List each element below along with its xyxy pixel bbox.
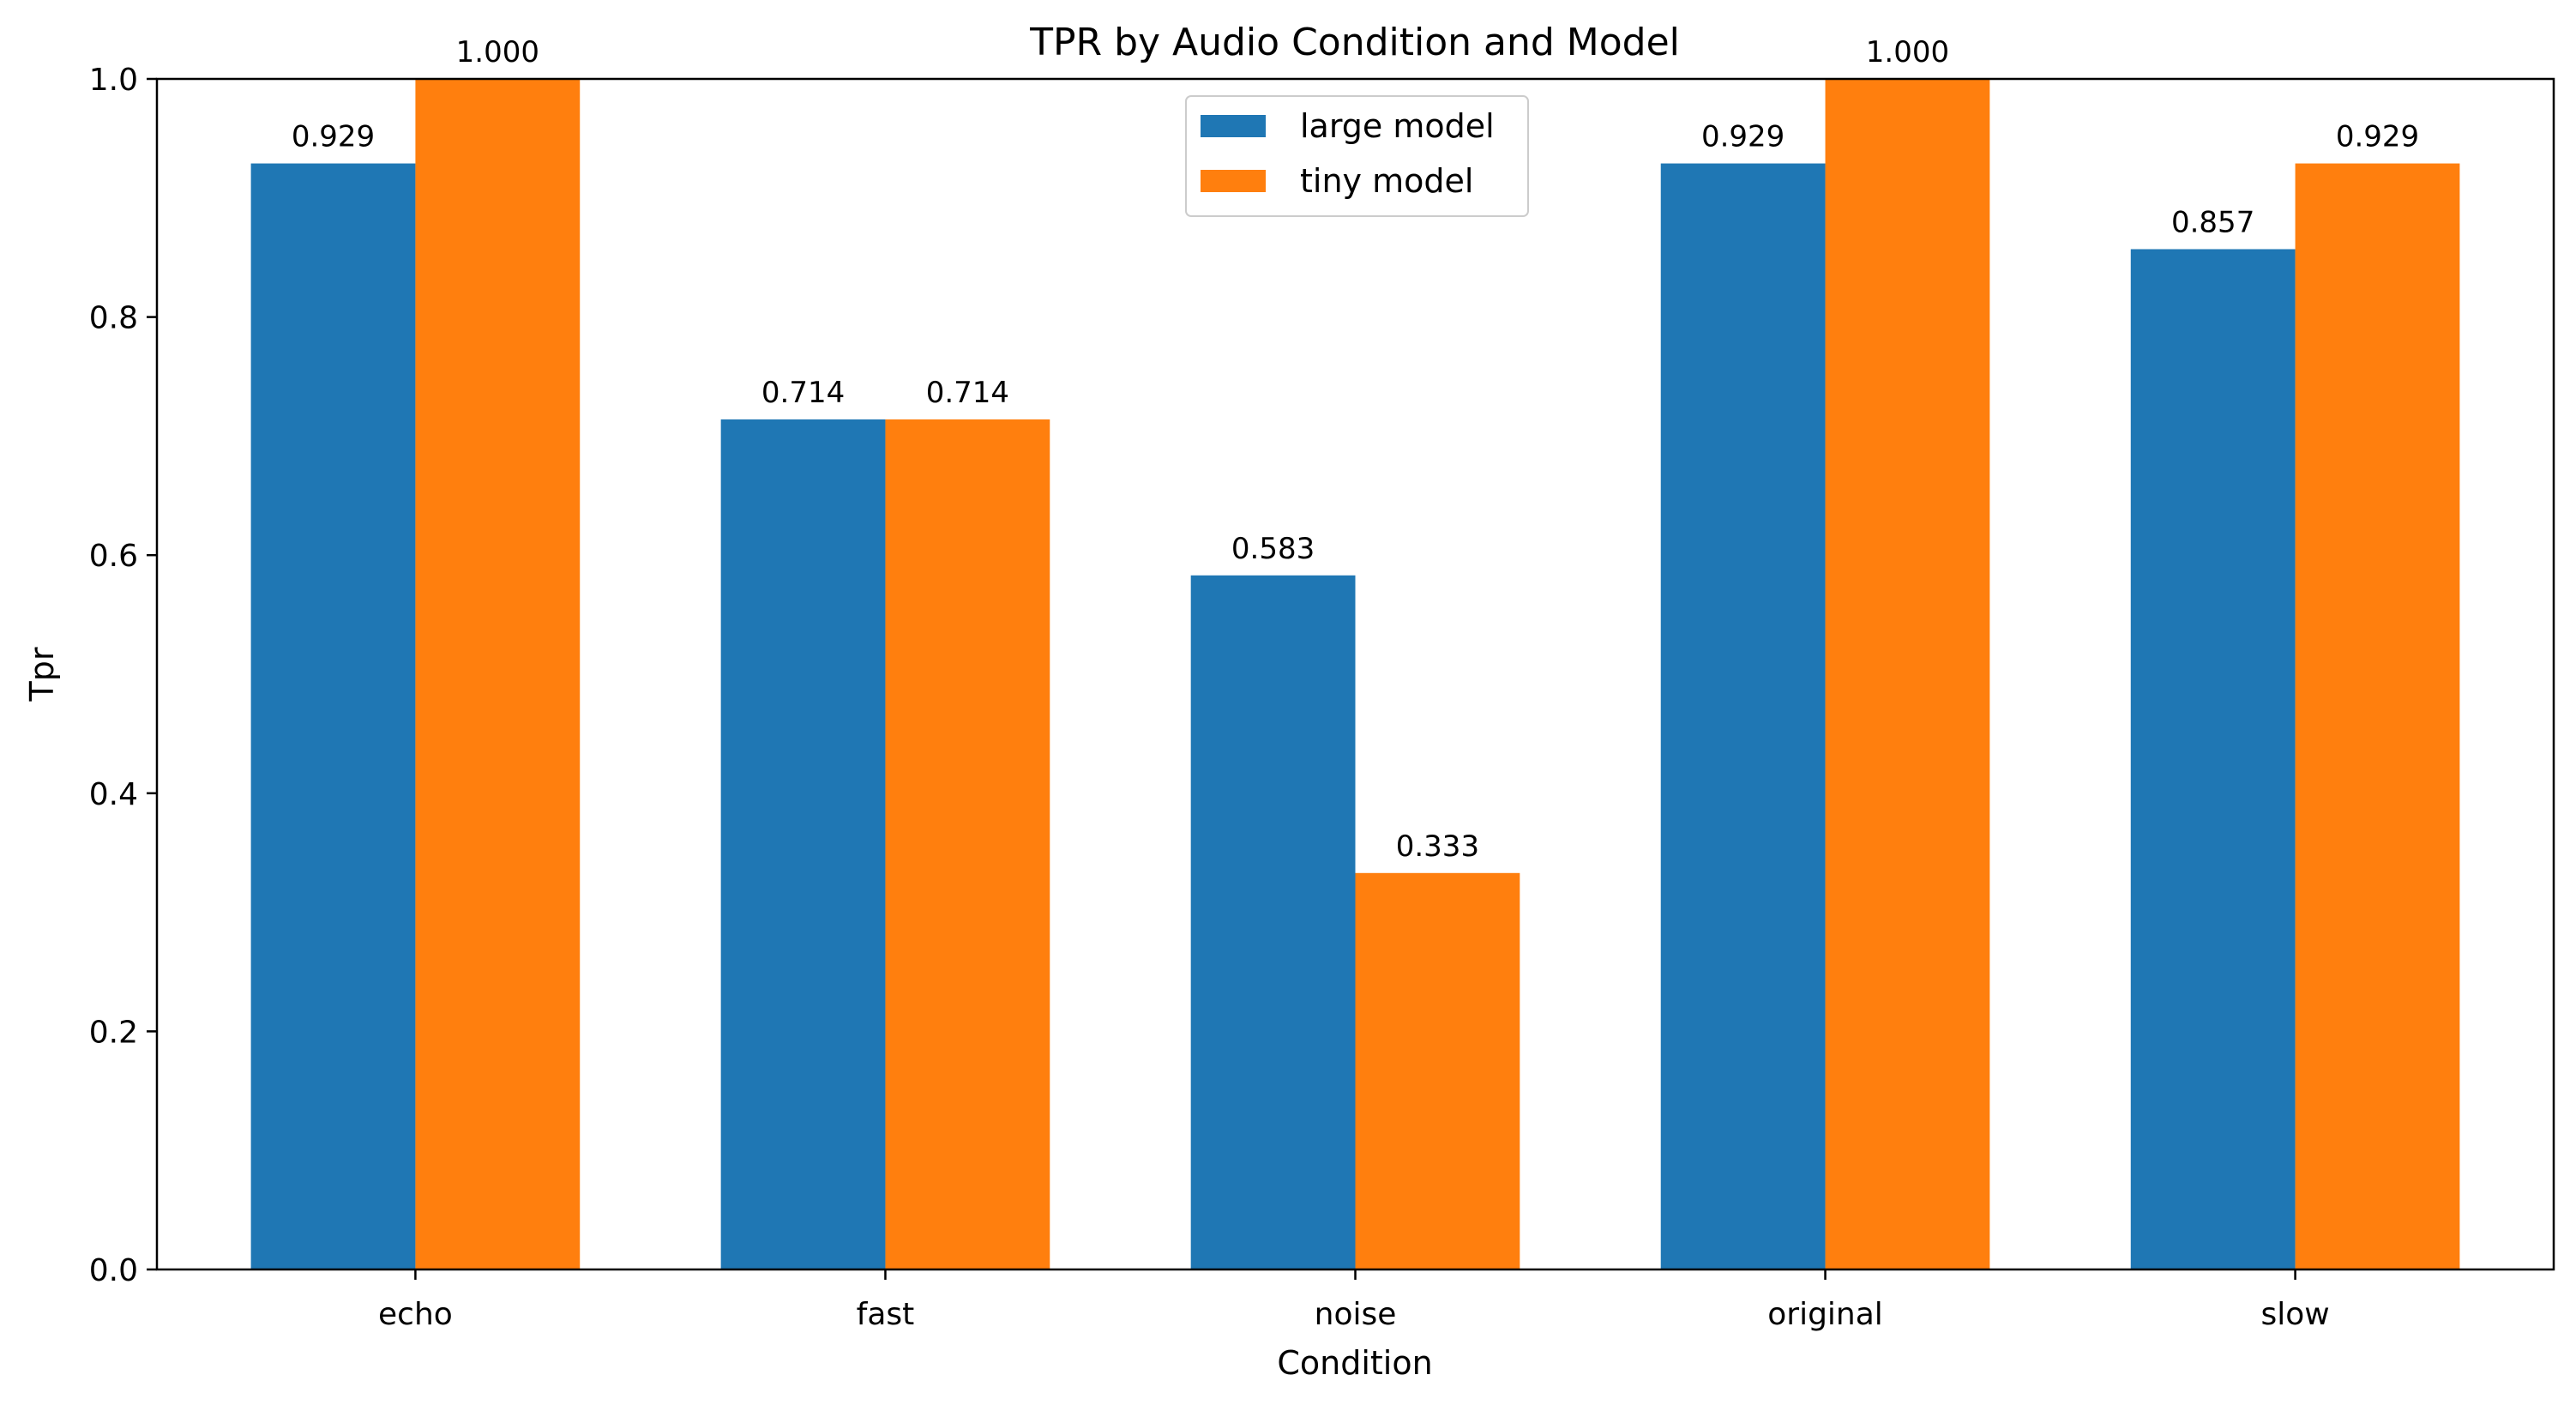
bar-tiny-model-noise bbox=[1355, 872, 1520, 1269]
bar-value-label-tiny-model-slow: 0.929 bbox=[2336, 120, 2419, 154]
x-tick-label-slow: slow bbox=[2260, 1297, 2329, 1332]
legend-label-large-model: large model bbox=[1300, 107, 1495, 145]
chart-title: TPR by Audio Condition and Model bbox=[1029, 21, 1680, 64]
bar-value-label-tiny-model-echo: 1.000 bbox=[456, 35, 539, 69]
y-tick-label: 1.0 bbox=[89, 63, 138, 98]
x-tick-label-fast: fast bbox=[857, 1297, 915, 1332]
bar-value-label-large-model-noise: 0.583 bbox=[1231, 532, 1315, 566]
bar-value-label-large-model-original: 0.929 bbox=[1701, 120, 1785, 154]
legend-box bbox=[1185, 95, 1529, 217]
y-tick-label: 0.6 bbox=[89, 539, 138, 574]
bar-large-model-slow bbox=[2130, 249, 2296, 1269]
legend-label-tiny-model: tiny model bbox=[1300, 162, 1473, 200]
x-tick-label-original: original bbox=[1767, 1297, 1883, 1332]
legend-swatch-large-model bbox=[1201, 115, 1266, 137]
y-axis-ticks: 0.0 0.2 0.4 0.6 0.8 1.0 bbox=[89, 63, 157, 1288]
bar-value-label-tiny-model-fast: 0.714 bbox=[926, 376, 1009, 410]
x-axis-label: Condition bbox=[1277, 1344, 1432, 1382]
y-tick-label: 0.8 bbox=[89, 301, 138, 336]
x-tick-label-noise: noise bbox=[1315, 1297, 1397, 1332]
bar-tiny-model-slow bbox=[2295, 163, 2460, 1270]
y-tick-label: 0.2 bbox=[89, 1015, 138, 1050]
bar-tiny-model-original bbox=[1825, 79, 1990, 1269]
legend: large model tiny model bbox=[1185, 95, 1529, 217]
bar-large-model-echo bbox=[250, 163, 416, 1270]
x-axis-ticks: echo fast noise original slow bbox=[378, 1269, 2330, 1332]
x-tick-label-echo: echo bbox=[378, 1297, 453, 1332]
y-tick-label: 0.4 bbox=[89, 777, 138, 812]
bar-value-label-tiny-model-noise: 0.333 bbox=[1396, 829, 1479, 864]
bar-large-model-original bbox=[1660, 163, 1826, 1270]
bar-value-label-tiny-model-original: 1.000 bbox=[1866, 35, 1949, 69]
bar-tiny-model-echo bbox=[415, 79, 581, 1269]
bar-tiny-model-fast bbox=[885, 419, 1050, 1269]
bar-value-label-large-model-slow: 0.857 bbox=[2171, 205, 2254, 239]
y-axis-label: Tpr bbox=[23, 647, 61, 702]
bars-group bbox=[250, 79, 2460, 1270]
legend-swatch-tiny-model bbox=[1201, 170, 1266, 192]
bar-value-label-large-model-fast: 0.714 bbox=[761, 376, 845, 410]
bar-large-model-fast bbox=[720, 419, 886, 1269]
bar-labels-group: 0.929 0.714 0.583 0.929 0.857 1.000 0.714 0.333… bbox=[292, 35, 2419, 864]
y-tick-label: 0.0 bbox=[89, 1253, 138, 1288]
bar-value-label-large-model-echo: 0.929 bbox=[292, 120, 375, 154]
bar-large-model-noise bbox=[1190, 575, 1356, 1269]
